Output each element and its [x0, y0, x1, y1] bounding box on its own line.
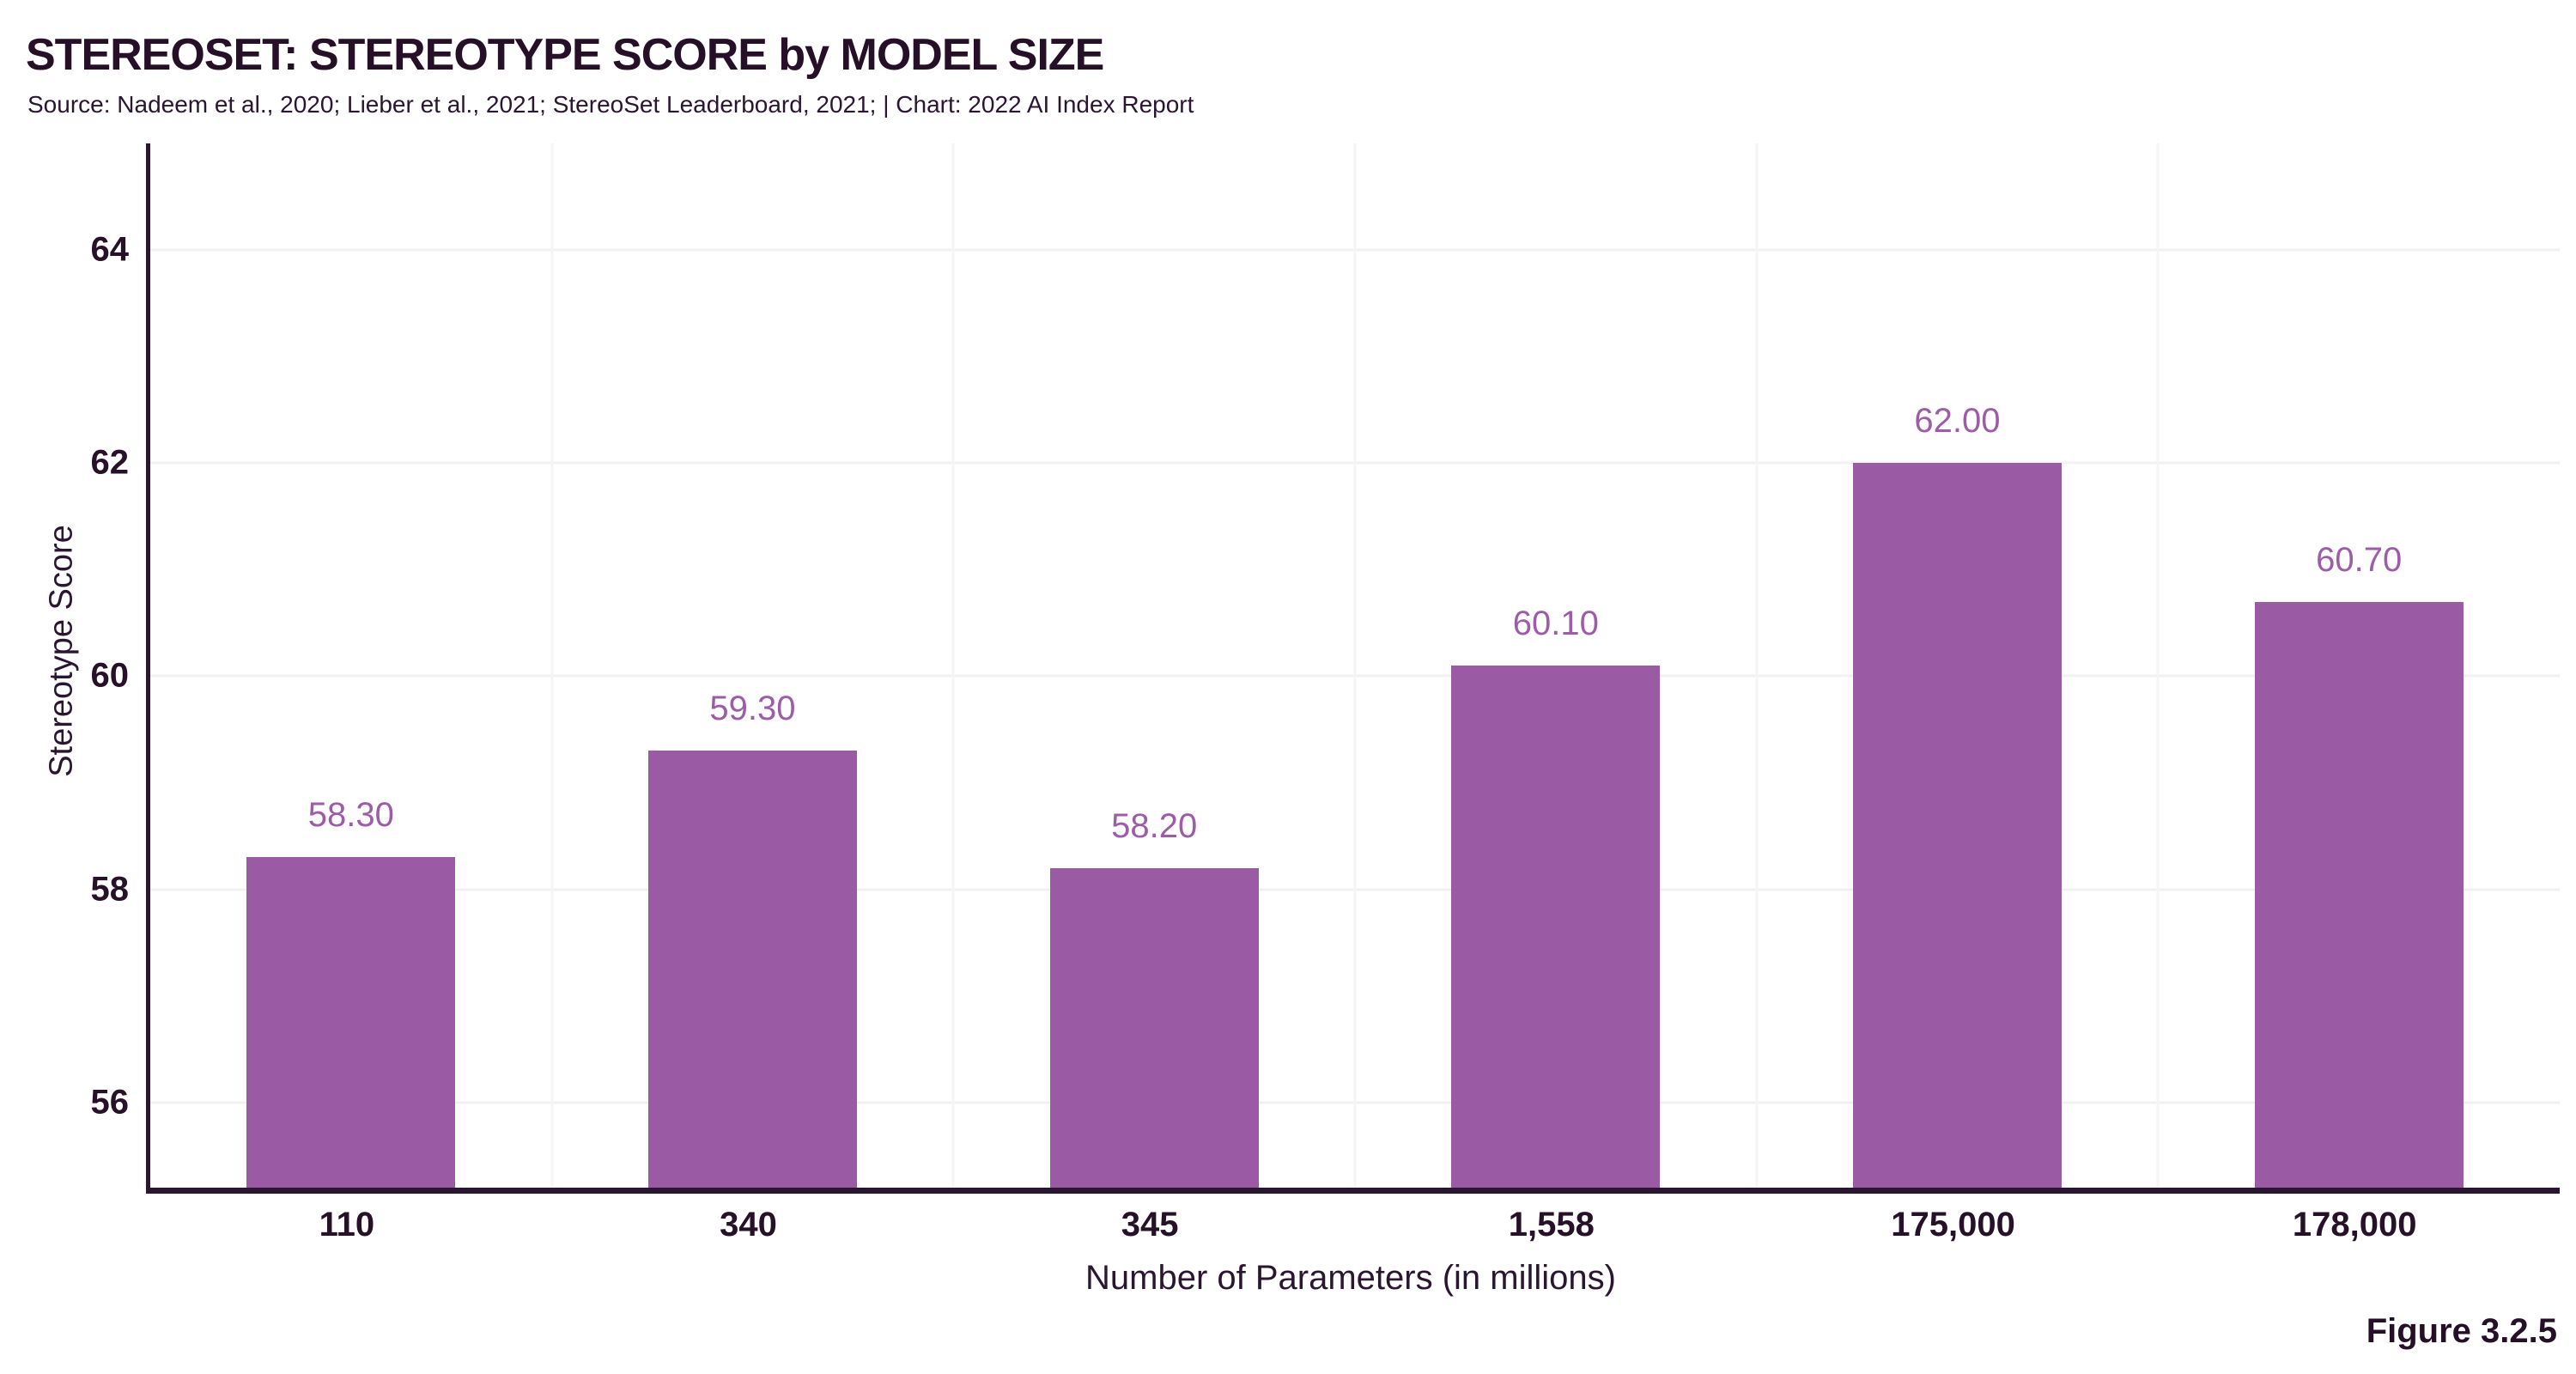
x-tick-label: 345	[1121, 1206, 1179, 1243]
bar	[1049, 867, 1259, 1188]
bar-value-label: 60.70	[2316, 540, 2403, 579]
v-gridline	[951, 143, 955, 1188]
y-tick-label: 60	[90, 656, 130, 695]
bar-value-label: 59.30	[709, 690, 796, 728]
x-tick-label: 340	[720, 1206, 777, 1243]
bar-slot: 58.30	[150, 143, 552, 1188]
bar-value-label: 60.10	[1512, 605, 1599, 642]
y-tick-label: 58	[90, 870, 130, 909]
bar-slot: 60.10	[1355, 143, 1757, 1188]
v-gridline	[1755, 143, 1759, 1188]
v-gridline	[550, 143, 554, 1188]
bar-value-label: 62.00	[1914, 402, 2001, 441]
plot-area: 58.30 59.30 58.20 60.10 62.00 60.70	[146, 143, 2560, 1194]
bar	[1852, 463, 2063, 1188]
y-axis-title: Stereotype Score	[43, 525, 80, 777]
x-axis-tick-labels: 110 340 345 1,558 175,000 178,000	[146, 1206, 2555, 1244]
bar-slot: 58.20	[953, 143, 1355, 1188]
chart-title: STEREOSET: STEREOTYPE SCORE by MODEL SIZ…	[26, 30, 1104, 80]
bar-slot: 59.30	[552, 143, 954, 1188]
bar-value-label: 58.30	[307, 796, 394, 835]
x-tick-label: 175,000	[1891, 1206, 2015, 1243]
x-tick-label: 1,558	[1508, 1206, 1595, 1243]
bar	[1451, 666, 1661, 1188]
source-attribution: Source: Nadeem et al., 2020; Lieber et a…	[27, 91, 1194, 118]
bar-slot: 62.00	[1757, 143, 2159, 1188]
bar	[2254, 601, 2464, 1188]
v-gridline	[1353, 143, 1357, 1188]
y-tick-label: 62	[90, 443, 130, 482]
bar-value-label: 58.20	[1111, 806, 1198, 845]
x-tick-label: 110	[319, 1206, 375, 1243]
y-tick-label: 56	[90, 1083, 130, 1122]
x-axis-title: Number of Parameters (in millions)	[1085, 1259, 1616, 1297]
bar	[246, 857, 456, 1188]
bar-slot: 60.70	[2158, 143, 2560, 1188]
figure-number-label: Figure 3.2.5	[2366, 1312, 2557, 1350]
bar	[647, 751, 858, 1188]
x-tick-label: 178,000	[2292, 1206, 2417, 1243]
y-tick-label: 64	[90, 230, 130, 269]
v-gridline	[2156, 143, 2160, 1188]
